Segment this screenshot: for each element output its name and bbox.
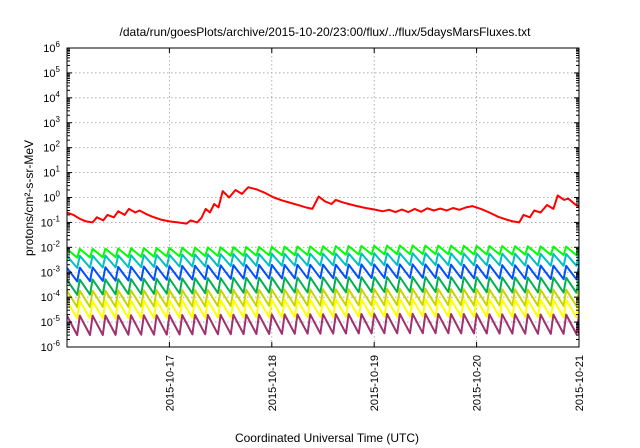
- series-line-6: [67, 287, 579, 309]
- x-tick-label: 2015-10-18: [267, 355, 279, 411]
- y-tick-label: 106: [43, 40, 60, 55]
- x-tick-label: 2015-10-19: [369, 355, 381, 411]
- y-tick-label: 100: [43, 190, 60, 205]
- x-tick-label: 2015-10-20: [472, 355, 484, 411]
- y-tick-label: 10-3: [41, 264, 61, 279]
- series-line-7: [67, 298, 579, 320]
- x-axis-title: Coordinated Universal Time (UTC): [235, 431, 419, 445]
- plot-frame: [66, 47, 580, 348]
- series-line-8: [67, 312, 579, 337]
- y-axis-title: protons/cm²-s-sr-MeV: [22, 140, 36, 256]
- series-group: [67, 186, 579, 337]
- x-tick-label: 2015-10-17: [164, 355, 176, 411]
- y-tick-label: 10-6: [41, 339, 61, 354]
- y-tick-label: 10-4: [41, 289, 61, 304]
- axes: 2015-10-17 2015-10-18 2015-10-19 2015-10-20…: [41, 40, 586, 411]
- y-tick-label: 10-2: [41, 239, 61, 254]
- y-tick-label: 102: [43, 140, 60, 155]
- y-tick-label: 10-1: [41, 214, 61, 229]
- y-tick-label: 103: [43, 115, 60, 130]
- x-tick-label: 2015-10-21: [574, 355, 586, 411]
- grid: [67, 48, 580, 347]
- y-tick-label: 101: [43, 165, 60, 180]
- series-line-5: [67, 275, 579, 296]
- y-tick-label: 105: [43, 65, 60, 80]
- series-line-2: [67, 244, 579, 259]
- series-line-4: [67, 263, 579, 283]
- series-line-3: [67, 252, 579, 269]
- y-tick-label: 10-5: [41, 314, 61, 329]
- y-tick-label: 104: [43, 90, 60, 105]
- series-line-1: [67, 186, 579, 225]
- chart-title: /data/run/goesPlots/archive/2015-10-20/2…: [120, 25, 532, 39]
